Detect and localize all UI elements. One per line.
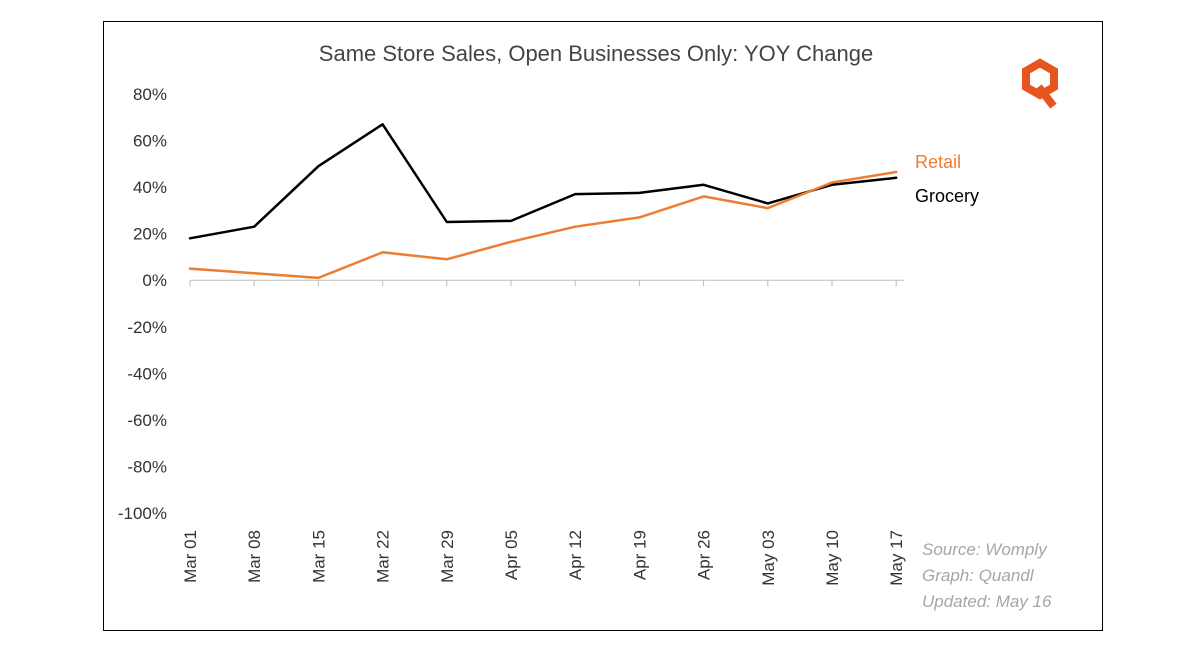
x-tick-label: Mar 15 — [309, 530, 328, 583]
graph-note: Graph: Quandl — [922, 566, 1035, 585]
quandl-logo — [1022, 58, 1058, 109]
y-tick-label: 40% — [133, 178, 167, 197]
legend-retail: Retail — [915, 152, 961, 172]
y-tick-label: 20% — [133, 225, 167, 244]
x-axis — [189, 279, 905, 287]
updated-note: Updated: May 16 — [922, 592, 1052, 611]
x-tick-label: Apr 26 — [695, 530, 714, 580]
y-tick-label: -100% — [118, 504, 167, 523]
y-tick-label: 0% — [142, 271, 167, 290]
x-tick-label: Mar 01 — [181, 530, 200, 583]
x-tick-label: Mar 22 — [374, 530, 393, 583]
y-tick-label: 60% — [133, 132, 167, 151]
x-tick-label: Mar 08 — [245, 530, 264, 583]
y-tick-label: 80% — [133, 85, 167, 104]
chart-frame — [103, 21, 1103, 631]
x-tick-label: Apr 12 — [566, 530, 585, 580]
x-tick-label: Apr 05 — [502, 530, 521, 580]
x-tick-label: Apr 19 — [630, 530, 649, 580]
source-note: Source: Womply — [922, 540, 1048, 559]
series-line-retail — [188, 170, 898, 280]
x-axis-tick-labels: Mar 01 Mar 08 Mar 15 Mar 22 Mar 29 Apr 05 Apr … — [181, 530, 906, 586]
legend-grocery: Grocery — [915, 186, 979, 206]
y-tick-label: -60% — [127, 411, 167, 430]
series-lines — [188, 123, 898, 280]
x-tick-label: May 17 — [887, 530, 906, 586]
series-line-grocery — [188, 123, 898, 240]
x-tick-label: May 10 — [823, 530, 842, 586]
chart-title: Same Store Sales, Open Businesses Only: … — [319, 41, 873, 66]
x-tick-label: May 03 — [759, 530, 778, 586]
y-tick-label: -20% — [127, 318, 167, 337]
y-axis-ticks: 80% 60% 40% 20% 0% -20% -40% -60% -80% -100% — [118, 85, 167, 523]
y-tick-label: -40% — [127, 364, 167, 383]
x-tick-label: Mar 29 — [438, 530, 457, 583]
y-tick-label: -80% — [127, 457, 167, 476]
